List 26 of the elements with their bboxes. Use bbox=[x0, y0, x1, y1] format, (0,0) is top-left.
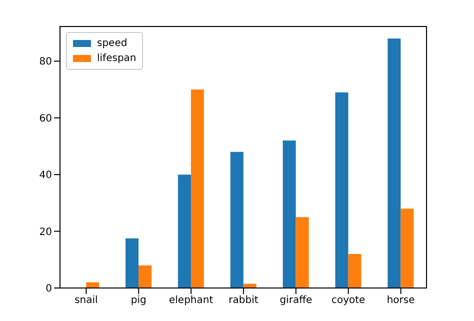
x-tick-label: snail bbox=[74, 295, 98, 306]
x-tick-label: elephant bbox=[168, 295, 214, 306]
bar bbox=[190, 90, 204, 288]
bar bbox=[282, 140, 296, 288]
x-tick-label: rabbit bbox=[228, 295, 258, 306]
legend-label: speed bbox=[97, 37, 128, 51]
x-tick-label: horse bbox=[386, 295, 415, 306]
bar bbox=[296, 217, 309, 288]
bar bbox=[138, 265, 152, 288]
y-tick-label: 0 bbox=[46, 284, 52, 295]
bar bbox=[348, 254, 362, 288]
x-tick-label: coyote bbox=[331, 295, 366, 306]
x-tick-label: pig bbox=[130, 295, 146, 306]
bar bbox=[178, 174, 191, 288]
legend-label: lifespan bbox=[97, 52, 136, 66]
y-tick-label: 80 bbox=[39, 56, 52, 68]
bar bbox=[243, 284, 256, 288]
bar bbox=[335, 92, 348, 288]
bar bbox=[388, 38, 401, 288]
x-tick-label: giraffe bbox=[280, 295, 312, 306]
bar bbox=[230, 152, 244, 288]
y-tick-label: 60 bbox=[39, 113, 52, 124]
y-tick-label: 20 bbox=[39, 226, 52, 238]
y-tick-label: 40 bbox=[39, 170, 52, 182]
bar bbox=[126, 238, 139, 288]
bar bbox=[400, 208, 414, 288]
